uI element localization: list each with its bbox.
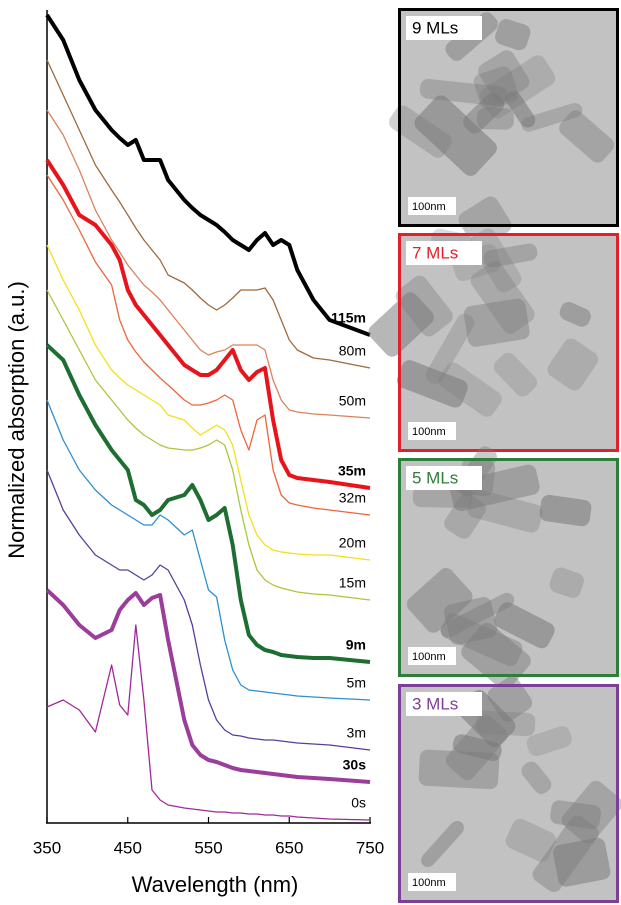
figure: Wavelength (nm) Normalized absorption (a… — [0, 0, 621, 905]
x-tick-label: 550 — [194, 838, 222, 857]
spectrum-line — [47, 290, 370, 600]
series-label: 20m — [339, 535, 366, 551]
series-label: 3m — [347, 725, 366, 741]
spectrum-line — [47, 345, 370, 662]
x-tick-label: 650 — [275, 838, 303, 857]
x-tick-label: 450 — [114, 838, 142, 857]
x-tick-label: 750 — [356, 838, 384, 857]
panel-label: 7 MLs — [412, 243, 458, 262]
y-axis-title: Normalized absorption (a.u.) — [4, 281, 29, 559]
series-label: 32m — [339, 490, 366, 506]
scale-bar-label: 100nm — [412, 877, 446, 889]
tem-panel: 7 MLs 100nm — [365, 226, 619, 452]
panel-label: 3 MLs — [412, 694, 458, 713]
series-label: 50m — [339, 393, 366, 409]
spectrum-line — [47, 15, 370, 335]
panel-label: 5 MLs — [412, 468, 458, 487]
x-axis-title: Wavelength (nm) — [132, 872, 299, 897]
tem-panel: 3 MLs 100nm — [398, 673, 621, 903]
scale-bar-label: 100nm — [412, 651, 446, 663]
spectrum-line — [47, 590, 370, 782]
series-label: 35m — [338, 463, 366, 479]
scale-bar-label: 100nm — [412, 201, 446, 213]
series-label: 30s — [343, 757, 367, 773]
series-label: 0s — [351, 795, 366, 811]
series-label: 5m — [347, 675, 366, 691]
tem-panel: 9 MLs 100nm — [386, 8, 619, 251]
spectrum-line — [47, 110, 370, 418]
spectrum-line — [47, 470, 370, 750]
series-label: 15m — [339, 575, 366, 591]
panel-label: 9 MLs — [412, 18, 458, 37]
spectrum-line — [47, 625, 370, 820]
tem-panel: 5 MLs 100nm — [398, 443, 619, 693]
scale-bar-label: 100nm — [412, 426, 446, 438]
x-tick-label: 350 — [33, 838, 61, 857]
series-label: 9m — [346, 637, 366, 653]
series-label: 115m — [331, 310, 366, 326]
series-label: 80m — [339, 343, 366, 359]
